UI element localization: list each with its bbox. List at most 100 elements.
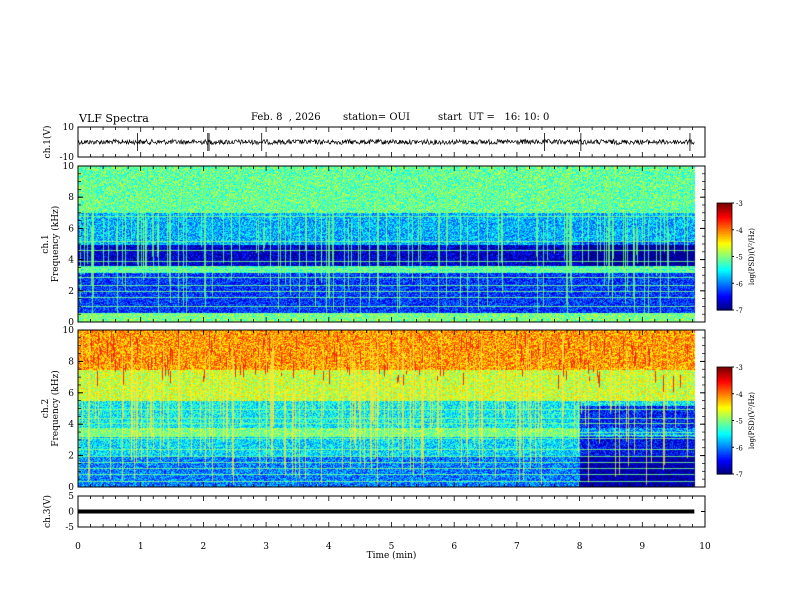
colorbar-cell (717, 459, 732, 463)
colorbar-cell (717, 245, 732, 249)
colorbar-cell (717, 206, 732, 209)
colorbar-cell (717, 268, 732, 272)
colorbar-cell (717, 375, 732, 379)
y-tick-label: 4 (68, 256, 74, 266)
x-tick-label: 0 (75, 542, 81, 552)
x-tick-label: 2 (201, 542, 207, 552)
colorbar-cell (717, 204, 732, 208)
y-axis-label: ch.3(V) (42, 495, 53, 528)
colorbar-cell (717, 456, 732, 459)
y-axis-label-line: ch.1(V) (42, 126, 53, 159)
x-tick-label: 1 (138, 542, 144, 552)
colorbar-cell (717, 244, 732, 247)
colorbar-cell (717, 249, 732, 252)
time-axis: 0 1 2 3 4 5 6 7 8 9 10 Time (min) (75, 542, 711, 561)
colorbar-cell (717, 434, 732, 438)
station-label: station= OUI (343, 112, 410, 123)
colorbar-cell (717, 242, 732, 245)
colorbar-cell (717, 254, 732, 258)
colorbar-cell (717, 449, 732, 452)
y-tick-label: 0 (68, 318, 74, 328)
colorbar-cell (717, 413, 732, 416)
colorbar-cell (717, 447, 732, 450)
colorbar-tick-label: -3 (736, 364, 743, 372)
colorbar-cell (717, 465, 732, 468)
y-tick-label: 0 (68, 508, 74, 518)
x-tick-label: 4 (326, 542, 332, 552)
colorbar-cell (717, 422, 732, 425)
y-tick-label: 8 (68, 357, 74, 367)
colorbar-cell (717, 431, 732, 434)
colorbar-cell (717, 260, 732, 263)
colorbar-cell (717, 299, 732, 302)
colorbar-tick-label: -6 (736, 444, 743, 452)
colorbar-cell (717, 240, 732, 243)
colorbar-cell (717, 227, 732, 231)
colorbar-cell (717, 217, 732, 220)
colorbar-cell (717, 402, 732, 406)
colorbar-cell (717, 258, 732, 261)
ch3-waveform-panel: 5 0 -5 ch.3(V) (42, 492, 706, 533)
x-tick-label: 10 (699, 542, 711, 552)
colorbar-cell (717, 290, 732, 293)
y-tick-label: 0 (68, 483, 74, 493)
x-tick-label: 5 (389, 542, 395, 552)
y-tick-label: 6 (68, 389, 74, 399)
ch2-colorbar: -3 -4 -5 -6 -7 log(PSD)(V²/Hz) (716, 364, 756, 479)
colorbar-cell (717, 377, 732, 381)
colorbar-cell (717, 252, 732, 256)
colorbar-cell (717, 409, 732, 413)
colorbar-cell (717, 306, 732, 309)
x-tick-label: 9 (639, 542, 645, 552)
colorbar-tick-label: -4 (736, 227, 743, 235)
colorbar-cell (717, 452, 732, 455)
colorbar-cell (717, 283, 732, 286)
colorbar-cell (717, 391, 732, 395)
y-tick-label: 2 (68, 452, 74, 462)
colorbar-cell (717, 279, 732, 283)
spectrogram-image (78, 330, 705, 487)
colorbar-cell (717, 463, 732, 466)
y-axis-label: ch.2Frequency (kHz) (41, 370, 61, 447)
colorbar-cell (717, 286, 732, 290)
y-tick-label: 10 (63, 123, 75, 133)
colorbar-cell (717, 368, 732, 372)
y-axis-label: ch.1Frequency (kHz) (41, 206, 61, 283)
colorbar-cell (717, 379, 732, 382)
colorbar-cell (717, 301, 732, 304)
colorbar-cell (717, 272, 732, 275)
colorbar-cell (717, 293, 732, 297)
colorbar-tick-label: -5 (736, 418, 743, 426)
colorbar-cell (717, 224, 732, 227)
y-tick-label: 6 (68, 224, 74, 234)
colorbar-cell (717, 384, 732, 388)
ch1-colorbar: -3 -4 -5 -6 -7 log(PSD)(V²/Hz) (716, 200, 756, 315)
colorbar-cell (717, 425, 732, 429)
y-axis-label-line: Frequency (kHz) (50, 370, 61, 447)
colorbar-cell (717, 277, 732, 281)
colorbar-cell (717, 215, 732, 218)
colorbar-cell (717, 399, 732, 402)
colorbar-cell (717, 404, 732, 407)
x-tick-label: 8 (577, 542, 583, 552)
colorbar-cell (717, 454, 732, 457)
colorbar-cell (717, 231, 732, 234)
colorbar-cell (717, 302, 732, 306)
y-axis-label-line: ch.2 (41, 399, 51, 418)
colorbar-cell (717, 432, 732, 436)
colorbar-cell (717, 267, 732, 270)
colorbar-cell (717, 213, 732, 217)
colorbar-cell (717, 304, 732, 308)
colorbar-cell (717, 450, 732, 454)
colorbar-tick-label: -4 (736, 391, 743, 399)
colorbar-cell (717, 288, 732, 291)
colorbar-cell (717, 427, 732, 431)
colorbar-cell (717, 381, 732, 384)
y-tick-label: -5 (65, 523, 74, 533)
y-tick-label: -10 (60, 153, 75, 163)
colorbar-cell (717, 408, 732, 411)
colorbar-cell (717, 238, 732, 242)
colorbar-cell (717, 247, 732, 250)
colorbar-cell (717, 388, 732, 391)
colorbar-cell (717, 406, 732, 409)
